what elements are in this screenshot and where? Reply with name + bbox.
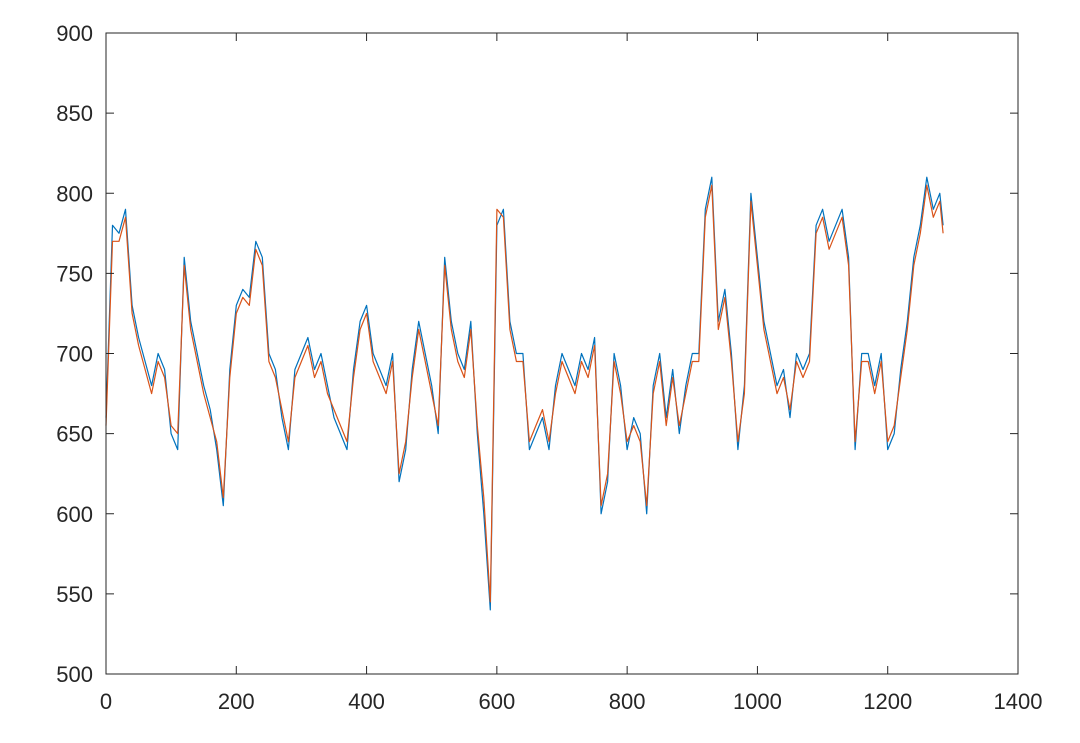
x-tick-label: 0 bbox=[100, 689, 112, 714]
y-tick-label: 550 bbox=[56, 582, 93, 607]
y-tick-label: 850 bbox=[56, 101, 93, 126]
x-tick-label: 200 bbox=[218, 689, 255, 714]
x-tick-label: 800 bbox=[609, 689, 646, 714]
y-tick-label: 650 bbox=[56, 422, 93, 447]
y-tick-label: 600 bbox=[56, 502, 93, 527]
y-tick-label: 900 bbox=[56, 21, 93, 46]
x-tick-label: 1000 bbox=[733, 689, 782, 714]
series-line-2 bbox=[105, 184, 944, 603]
y-tick-label: 750 bbox=[56, 261, 93, 286]
x-tick-label: 400 bbox=[348, 689, 385, 714]
x-tick-label: 1400 bbox=[994, 689, 1043, 714]
x-tick-label: 1200 bbox=[863, 689, 912, 714]
y-tick-label: 800 bbox=[56, 181, 93, 206]
x-tick-label: 600 bbox=[478, 689, 515, 714]
y-tick-label: 500 bbox=[56, 662, 93, 687]
y-tick-label: 700 bbox=[56, 342, 93, 367]
